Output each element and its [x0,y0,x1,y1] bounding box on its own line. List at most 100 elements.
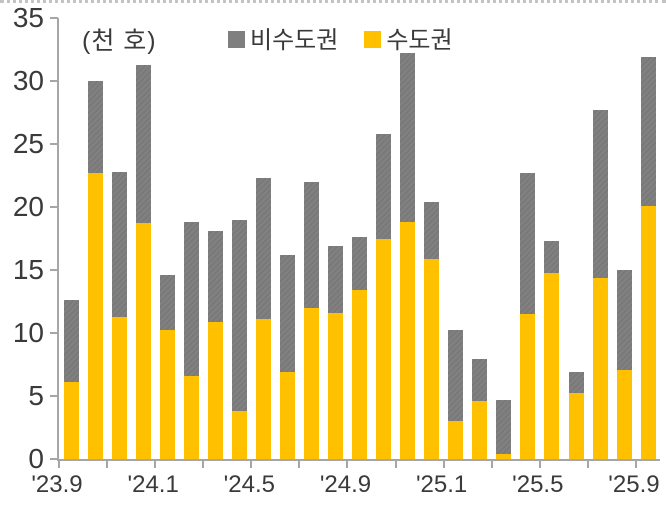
bar-23.10 [87,81,103,459]
y-tick-mark [50,80,58,82]
x-tick-label: '24.9 [319,471,372,498]
segment-capital [135,223,151,459]
bar-23.11 [111,171,127,459]
bar-slot [275,18,299,459]
segment-non-capital [255,178,271,320]
y-tick-mark [50,395,58,397]
bar-25.9 [640,57,656,459]
segment-capital [424,258,440,459]
segment-non-capital [207,230,223,322]
bar-slot [468,18,492,459]
bar-25.1 [448,330,464,459]
x-tick-mark [586,460,589,468]
x-tick-label: '24.5 [223,471,275,498]
x-tick-mark [490,460,493,468]
y-tick-label: 25 [12,128,44,159]
y-tick-mark [50,143,58,145]
segment-non-capital [376,133,392,239]
segment-capital [640,205,656,459]
bar-slot [420,18,444,459]
legend-item-capital: 수도권 [364,20,453,55]
bar-slot [179,18,203,459]
bar-23.12 [135,64,151,459]
x-tick-mark [58,460,60,468]
segment-non-capital [279,254,295,373]
x-tick-label: '25.1 [415,471,468,498]
segment-capital [279,372,295,459]
segment-non-capital [231,219,247,412]
legend-label-capital: 수도권 [386,27,453,54]
plot-area [50,17,660,468]
segment-capital [544,272,560,459]
segment-non-capital [159,275,175,331]
segment-non-capital [568,372,584,394]
y-tick-label: 10 [12,317,44,348]
segment-non-capital [424,201,440,259]
bar-25.5 [544,241,560,459]
segment-capital [207,321,223,459]
bar-24.9 [352,237,368,459]
bar-slot [227,18,251,459]
y-tick-mark [50,332,58,334]
bar-25.6 [568,372,584,459]
bar-24.5 [255,178,271,459]
segment-non-capital [135,64,151,224]
x-tick-mark [298,460,301,468]
bar-series-container [59,18,660,459]
bar-24.2 [183,222,199,459]
segment-capital [616,369,632,459]
bar-23.9 [63,300,79,459]
bar-24.7 [303,181,319,459]
bar-slot [564,18,588,459]
segment-non-capital [472,359,488,402]
x-tick-mark [634,460,637,468]
segment-capital [328,312,344,459]
segment-capital [183,375,199,459]
bar-24.11 [400,53,416,459]
segment-non-capital [616,270,632,370]
segment-capital [87,172,103,459]
y-tick-label: 0 [28,443,44,474]
bar-slot [348,18,372,459]
segment-non-capital [496,399,512,454]
legend-swatch-yellow-icon [364,30,382,48]
y-tick-mark [50,17,58,19]
x-tick-label: '25.9 [608,471,660,498]
legend-item-non-capital: 비수도권 [228,20,338,55]
segment-non-capital [544,241,560,273]
segment-capital [496,453,512,459]
segment-capital [352,290,368,459]
segment-capital [303,307,319,459]
bar-25.7 [592,109,608,459]
segment-capital [568,393,584,459]
x-tick-mark [442,460,445,468]
y-tick-label: 35 [12,2,44,33]
bar-25.3 [496,399,512,459]
segment-capital [448,421,464,459]
segment-capital [63,382,79,459]
segment-capital [255,319,271,459]
segment-capital [472,401,488,459]
segment-non-capital [328,246,344,313]
bar-slot [492,18,516,459]
segment-capital [111,316,127,459]
bar-slot [59,18,83,459]
x-tick-mark [346,460,349,468]
bar-slot [324,18,348,459]
bar-slot [396,18,420,459]
x-tick-label: '23.9 [31,471,83,498]
segment-capital [592,277,608,459]
bar-24.6 [279,254,295,459]
y-tick-mark [50,458,58,460]
x-tick-label: '25.5 [512,471,564,498]
segment-capital [231,411,247,459]
y-tick-label: 5 [28,380,44,411]
bar-25.8 [616,270,632,459]
segment-non-capital [592,109,608,278]
bar-25.2 [472,359,488,459]
legend-swatch-gray-icon [228,30,245,48]
x-tick-mark [154,460,157,468]
segment-capital [400,222,416,459]
y-tick-mark [50,206,58,208]
